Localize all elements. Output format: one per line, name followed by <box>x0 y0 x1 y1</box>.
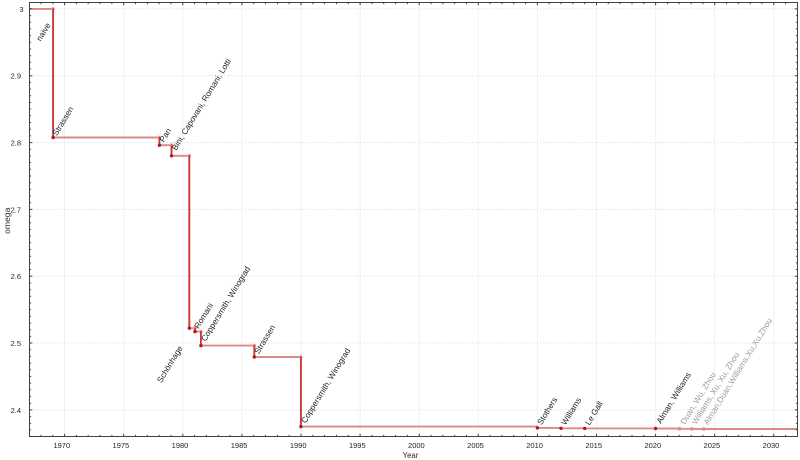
svg-text:2000: 2000 <box>408 441 425 450</box>
svg-text:2.5: 2.5 <box>11 339 21 348</box>
svg-text:2015: 2015 <box>585 441 602 450</box>
svg-text:2.7: 2.7 <box>11 205 21 214</box>
svg-text:2.6: 2.6 <box>11 272 21 281</box>
svg-text:2010: 2010 <box>526 441 543 450</box>
svg-text:omega: omega <box>2 207 12 233</box>
svg-text:2.4: 2.4 <box>11 406 21 415</box>
svg-text:2030: 2030 <box>763 441 780 450</box>
svg-text:3: 3 <box>19 5 23 14</box>
svg-text:2020: 2020 <box>644 441 661 450</box>
svg-text:1975: 1975 <box>113 441 130 450</box>
svg-text:2025: 2025 <box>704 441 721 450</box>
svg-text:1985: 1985 <box>231 441 248 450</box>
svg-text:2.8: 2.8 <box>11 139 21 148</box>
svg-text:1980: 1980 <box>172 441 189 450</box>
svg-text:2005: 2005 <box>467 441 484 450</box>
svg-text:Year: Year <box>403 451 419 460</box>
svg-text:1970: 1970 <box>53 441 70 450</box>
svg-text:2.9: 2.9 <box>11 72 21 81</box>
svg-text:1995: 1995 <box>349 441 366 450</box>
svg-text:1990: 1990 <box>290 441 307 450</box>
